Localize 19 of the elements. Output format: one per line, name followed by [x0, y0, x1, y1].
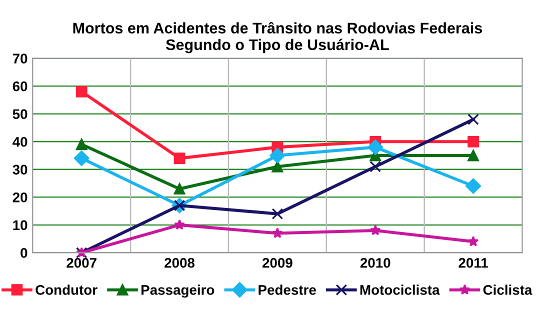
y-tick-label: 70: [12, 54, 28, 64]
y-tick-label: 0: [20, 248, 28, 258]
legend-label: Passageiro: [142, 284, 214, 298]
x-tick-label: 2008: [164, 258, 195, 268]
legend-label: Motociclista: [360, 284, 440, 295]
y-tick-label: 20: [12, 192, 28, 202]
x-tick-label: 2010: [360, 258, 390, 268]
legend-label: Pedestre: [258, 284, 316, 295]
legend-label: Ciclista: [483, 284, 532, 295]
y-tick-label: 30: [12, 164, 28, 175]
legend-label: Condutor: [36, 284, 98, 295]
x-tick-label: 2007: [66, 258, 96, 268]
y-tick-label: 60: [12, 81, 28, 92]
chart-title: Mortos em Acidentes de Trânsito nas Rodovias Federais Segundo o Tipo de Usuário-AL: [73, 22, 482, 54]
y-tick-label: 10: [13, 220, 28, 230]
y-tick-label: 40: [12, 136, 28, 147]
x-tick-label: 2009: [262, 258, 292, 268]
y-tick-label: 50: [12, 109, 28, 120]
x-tick-label: 2011: [458, 258, 488, 268]
